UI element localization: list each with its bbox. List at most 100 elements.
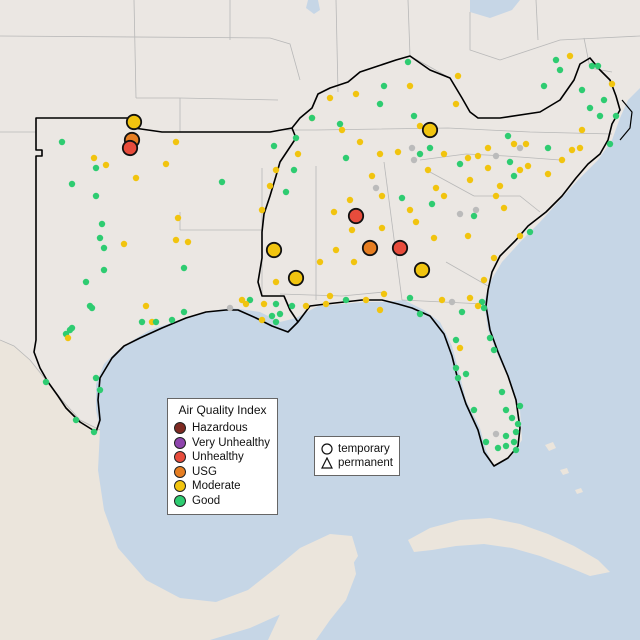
usg-station-temporary — [361, 239, 379, 257]
moderate-station — [272, 166, 280, 174]
moderate-station — [406, 82, 414, 90]
state-borders — [0, 0, 640, 305]
legend-item-permanent: permanent — [321, 456, 393, 470]
moderate-station — [484, 144, 492, 152]
good-station — [68, 180, 76, 188]
good-station — [92, 374, 100, 382]
moderate-station — [430, 234, 438, 242]
good-station — [268, 312, 276, 320]
moderate-station — [578, 126, 586, 134]
mexico-land — [0, 340, 358, 640]
moderate-station — [510, 140, 518, 148]
no-data-station — [492, 152, 500, 160]
good-station — [180, 264, 188, 272]
moderate-station — [132, 174, 140, 182]
unhealthy-station-temporary — [391, 239, 409, 257]
moderate-station — [544, 170, 552, 178]
temporary-label: temporary — [338, 443, 390, 455]
good-station — [478, 298, 486, 306]
good-station — [502, 406, 510, 414]
moderate-station-temporary — [421, 121, 439, 139]
no-data-station — [448, 298, 456, 306]
outer-banks — [619, 99, 633, 141]
good-station — [594, 62, 602, 70]
good-station — [380, 82, 388, 90]
good-station — [308, 114, 316, 122]
good-station — [578, 86, 586, 94]
good-station — [454, 374, 462, 382]
good-station — [588, 62, 596, 70]
legend-item-moderate: Moderate — [174, 479, 271, 494]
moderate-swatch-icon — [174, 480, 186, 493]
good-station — [428, 200, 436, 208]
moderate-station — [406, 206, 414, 214]
legend-item-label: USG — [192, 465, 217, 478]
legend-item-unhealthy: Unhealthy — [174, 450, 271, 465]
moderate-station — [412, 218, 420, 226]
moderate-station — [102, 161, 110, 169]
moderate-station — [238, 296, 246, 304]
legend-item-usg: USG — [174, 465, 271, 480]
legend-item-label: Good — [192, 494, 221, 507]
no-data-station — [226, 304, 234, 312]
moderate-station — [272, 278, 280, 286]
good-station — [490, 346, 498, 354]
moderate-station-temporary — [287, 269, 305, 287]
good-station — [540, 82, 548, 90]
good-station — [72, 416, 80, 424]
legend-item-temporary: temporary — [321, 442, 393, 456]
good-station — [512, 446, 520, 454]
good-station — [152, 318, 160, 326]
moderate-station — [380, 290, 388, 298]
moderate-station — [440, 192, 448, 200]
good-station — [168, 316, 176, 324]
good-station — [336, 120, 344, 128]
moderate-station — [322, 300, 330, 308]
moderate-station — [172, 236, 180, 244]
unhealthy-swatch-icon — [174, 451, 186, 464]
no-data-station — [516, 144, 524, 152]
circle-icon — [321, 443, 333, 455]
moderate-station — [576, 144, 584, 152]
good-station — [452, 364, 460, 372]
good-station — [502, 432, 510, 440]
good-station — [82, 278, 90, 286]
moderate-station — [500, 204, 508, 212]
moderate-station — [438, 296, 446, 304]
moderate-station — [484, 164, 492, 172]
moderate-station — [524, 162, 532, 170]
good-station — [482, 438, 490, 446]
good-station — [470, 212, 478, 220]
good-station — [92, 164, 100, 172]
moderate-station — [368, 172, 376, 180]
moderate-station — [456, 344, 464, 352]
moderate-station — [558, 156, 566, 164]
no-data-station — [492, 430, 500, 438]
legend-item-label: Hazardous — [192, 422, 248, 435]
legend-item-good: Good — [174, 494, 271, 509]
legend-title: Air Quality Index — [178, 403, 267, 417]
good-station — [406, 294, 414, 302]
moderate-station — [120, 240, 128, 248]
good-station — [138, 318, 146, 326]
moderate-station — [378, 224, 386, 232]
moderate-station — [376, 150, 384, 158]
good-station — [612, 112, 620, 120]
moderate-station — [260, 300, 268, 308]
moderate-station-temporary — [265, 241, 283, 259]
moderate-station — [172, 138, 180, 146]
moderate-station-temporary — [413, 261, 431, 279]
moderate-station — [496, 182, 504, 190]
lake-erie — [470, 0, 520, 18]
good-station — [290, 166, 298, 174]
legend-item-label: Very Unhealthy — [192, 436, 270, 449]
good-station — [498, 388, 506, 396]
good-station — [96, 386, 104, 394]
good-station — [342, 154, 350, 162]
moderate-station — [184, 238, 192, 246]
good-station — [416, 150, 424, 158]
good-station — [376, 100, 384, 108]
moderate-station — [376, 306, 384, 314]
moderate-station — [350, 258, 358, 266]
good-station — [100, 244, 108, 252]
